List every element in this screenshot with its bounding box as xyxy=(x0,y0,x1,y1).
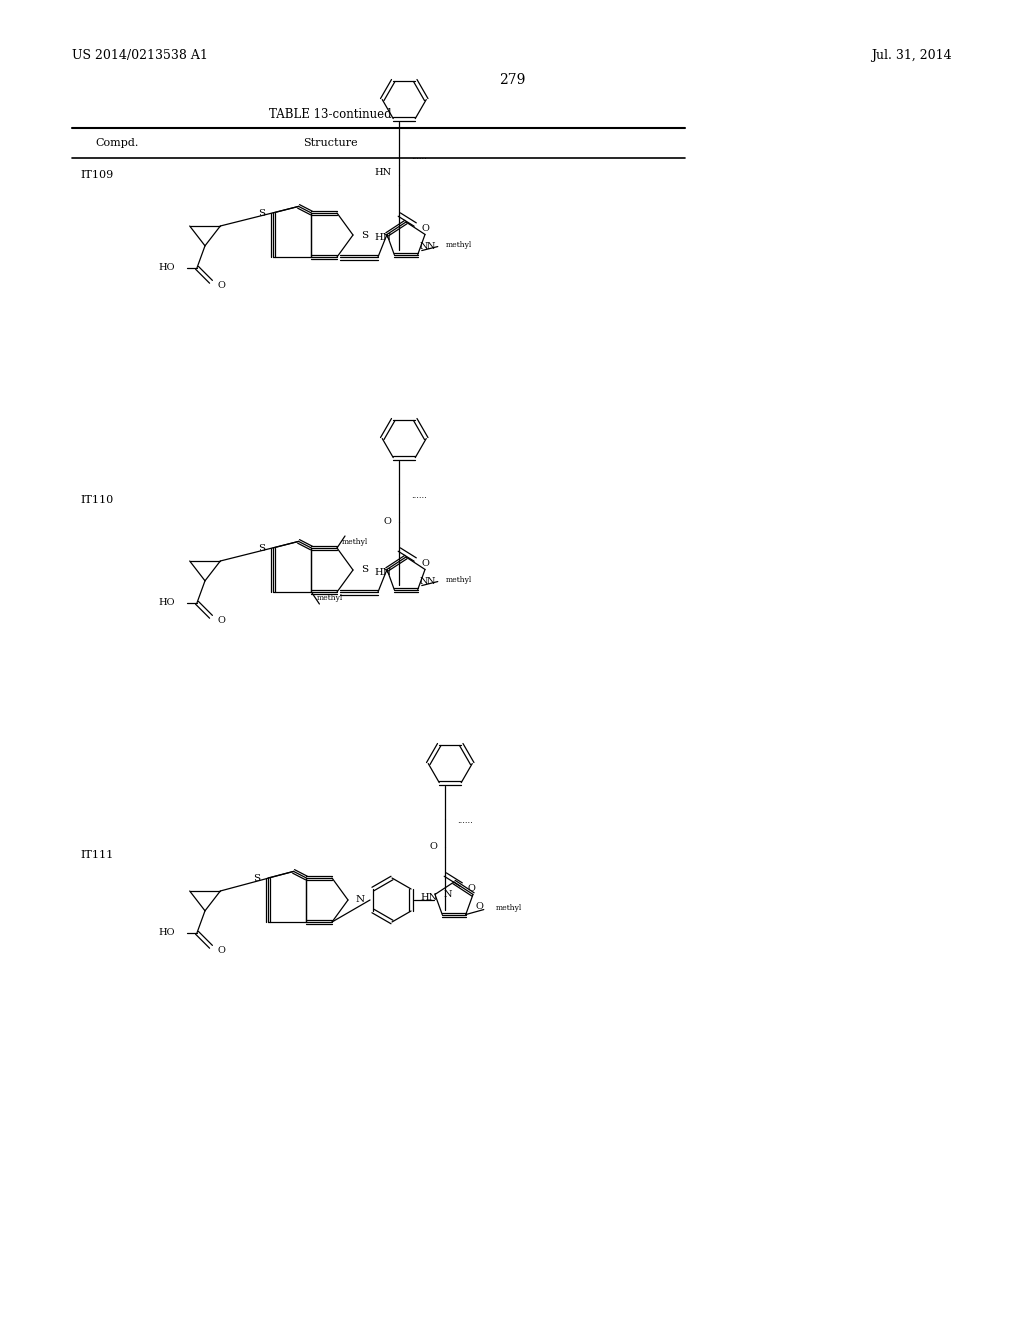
Text: O: O xyxy=(467,884,475,894)
Text: Jul. 31, 2014: Jul. 31, 2014 xyxy=(871,49,952,62)
Text: HO: HO xyxy=(159,263,175,272)
Text: ......: ...... xyxy=(458,817,473,825)
Text: N: N xyxy=(420,577,428,586)
Text: O: O xyxy=(475,903,483,911)
Text: Compd.: Compd. xyxy=(95,139,138,148)
Text: methyl: methyl xyxy=(445,240,472,248)
Text: methyl: methyl xyxy=(342,539,369,546)
Text: S: S xyxy=(361,565,368,574)
Text: methyl: methyl xyxy=(496,904,522,912)
Text: O: O xyxy=(218,616,226,626)
Text: HN: HN xyxy=(374,568,391,577)
Text: HO: HO xyxy=(159,928,175,937)
Text: HN: HN xyxy=(420,894,437,902)
Text: HN: HN xyxy=(374,234,391,242)
Text: N: N xyxy=(427,243,435,251)
Text: O: O xyxy=(429,842,437,851)
Text: IT109: IT109 xyxy=(80,170,114,180)
Text: Structure: Structure xyxy=(303,139,357,148)
Text: N: N xyxy=(443,890,452,899)
Text: O: O xyxy=(218,281,226,290)
Text: IT110: IT110 xyxy=(80,495,114,506)
Text: methyl: methyl xyxy=(316,594,343,602)
Text: S: S xyxy=(258,544,265,553)
Text: O: O xyxy=(383,517,391,527)
Text: TABLE 13-continued: TABLE 13-continued xyxy=(268,108,391,121)
Text: O: O xyxy=(421,560,429,568)
Text: 279: 279 xyxy=(499,73,525,87)
Text: methyl: methyl xyxy=(445,576,472,583)
Text: N: N xyxy=(356,895,366,904)
Text: S: S xyxy=(361,231,368,239)
Text: O: O xyxy=(421,224,429,234)
Text: O: O xyxy=(218,946,226,956)
Text: HO: HO xyxy=(159,598,175,607)
Text: S: S xyxy=(258,209,265,218)
Text: US 2014/0213538 A1: US 2014/0213538 A1 xyxy=(72,49,208,62)
Text: IT111: IT111 xyxy=(80,850,114,861)
Text: ......: ...... xyxy=(412,491,427,499)
Text: HN: HN xyxy=(374,168,391,177)
Text: ......: ...... xyxy=(412,153,427,161)
Text: N: N xyxy=(427,577,435,586)
Text: N: N xyxy=(420,242,428,251)
Text: S: S xyxy=(253,874,260,883)
